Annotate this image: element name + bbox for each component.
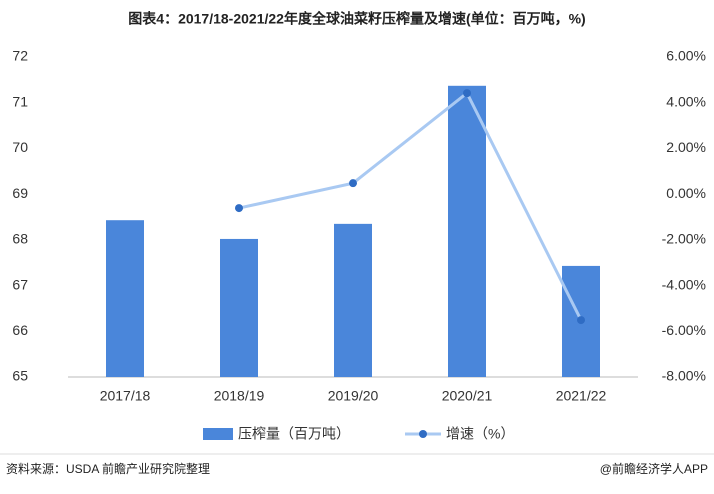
y2-tick-label: 2.00% bbox=[666, 139, 706, 155]
y-tick-label: 70 bbox=[12, 139, 28, 155]
y2-tick-label: 4.00% bbox=[666, 93, 706, 109]
line-marker bbox=[349, 179, 357, 188]
y-tick-label: 72 bbox=[12, 48, 28, 64]
y2-tick-label: -2.00% bbox=[662, 231, 706, 247]
y-tick-label: 66 bbox=[12, 322, 28, 338]
line-marker bbox=[235, 204, 243, 213]
x-tick-label: 2021/22 bbox=[556, 388, 607, 404]
y2-tick-label: -8.00% bbox=[662, 368, 706, 384]
x-tick-label: 2019/20 bbox=[328, 388, 379, 404]
legend-label: 增速（%） bbox=[446, 426, 514, 442]
source: 资料来源：USDA 前瞻产业研究院整理 bbox=[6, 461, 210, 476]
bar bbox=[106, 220, 144, 377]
line-marker bbox=[577, 316, 585, 325]
y2-tick-label: 0.00% bbox=[666, 185, 706, 201]
line bbox=[238, 90, 583, 321]
y2-tick-label: 6.00% bbox=[666, 48, 706, 64]
bar bbox=[334, 223, 372, 377]
y-tick-label: 67 bbox=[12, 276, 28, 292]
chart-title: 图表4：2017/18-2021/22年度全球油菜籽压榨量及增速(单位：百万吨，… bbox=[128, 11, 585, 27]
footer: @前瞻经济学人APP bbox=[600, 461, 708, 476]
bar bbox=[448, 85, 486, 378]
y-tick-label: 68 bbox=[12, 231, 28, 247]
legend-label: 压榨量（百万吨） bbox=[238, 426, 350, 442]
y-tick-label: 65 bbox=[12, 368, 28, 384]
x-tick-label: 2018/19 bbox=[214, 388, 265, 404]
legend-swatch bbox=[419, 430, 427, 438]
y2-tick-label: -4.00% bbox=[662, 276, 706, 292]
x-tick-label: 2020/21 bbox=[442, 388, 493, 404]
bar bbox=[220, 238, 258, 377]
x-tick-label: 2017/18 bbox=[100, 388, 151, 404]
line-marker bbox=[463, 89, 471, 98]
y-tick-label: 69 bbox=[12, 185, 28, 201]
legend-swatch bbox=[203, 428, 233, 440]
y-tick-label: 71 bbox=[12, 93, 28, 109]
y2-tick-label: -6.00% bbox=[662, 322, 706, 338]
